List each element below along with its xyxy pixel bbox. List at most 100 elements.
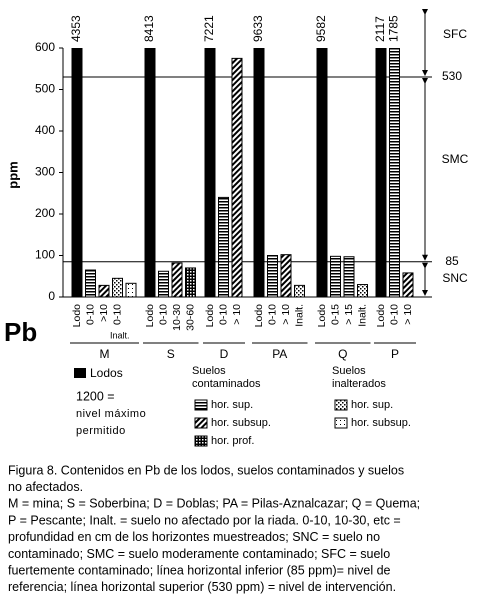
value-label: 8413 (142, 15, 156, 42)
annotation: Inalt. (110, 330, 130, 340)
legend-swatch (194, 417, 208, 429)
x-tick-label: > 10 (280, 304, 292, 325)
value-label: 4353 (69, 15, 83, 42)
legend-text: permitido (76, 425, 126, 437)
bar (204, 48, 216, 298)
bar (343, 256, 355, 298)
bar (231, 57, 243, 298)
value-label: 9633 (251, 15, 265, 42)
bar (316, 48, 328, 298)
caption-line: referencia; línea horizontal superior (5… (8, 580, 396, 594)
zone-label: SFC (443, 27, 467, 41)
x-tick-label: Lodo (144, 304, 156, 328)
caption-line: Figura 8. Contenidos en Pb de los lodos,… (8, 463, 404, 477)
x-tick-label: 0-10 (217, 304, 229, 325)
group-label: M (100, 347, 110, 361)
value-label: 7221 (202, 15, 216, 42)
value-label: 2117 (373, 16, 387, 42)
legend-swatch (334, 399, 348, 411)
legend-label: hor. subsup. (211, 417, 271, 429)
x-tick-label: Lodo (253, 304, 265, 328)
y-tick-label: 0 (48, 289, 55, 303)
bar (185, 267, 196, 298)
bar (280, 254, 292, 298)
x-tick-label: Lodo (204, 304, 216, 328)
caption-line: fuertemente contaminado; línea horizonta… (8, 563, 391, 577)
bar (112, 277, 123, 298)
element-label: Pb (4, 317, 37, 347)
x-tick-label: 0-10 (84, 304, 96, 325)
reference-label: 85 (445, 254, 459, 268)
legend-title: Suelos (332, 365, 366, 377)
legend-title: inalterados (332, 378, 386, 390)
group-label: S (167, 347, 175, 361)
x-tick-label: 0-10 (266, 304, 278, 325)
y-axis-label: ppm (5, 161, 20, 188)
x-tick-label: 0-10 (111, 304, 123, 325)
bar (98, 284, 110, 298)
x-tick-label: 0-10 (157, 304, 169, 325)
x-tick-label: Lodo (316, 304, 328, 328)
caption-line: P = Pescante; Inalt. = suelo no afectado… (8, 513, 401, 527)
caption-line: contaminado; SMC = suelo moderamente con… (8, 547, 390, 561)
legend-swatch (334, 417, 348, 429)
x-tick-label: Lodo (71, 304, 83, 328)
x-tick-label: 10-30 (171, 304, 183, 331)
legend-label: hor. subsup. (351, 417, 411, 429)
x-tick-label: > 15 (343, 304, 355, 325)
bar (294, 284, 305, 298)
y-tick-label: 200 (35, 206, 55, 220)
plot: 0 100 200 300 400 500 600 530 85 SFC SMC SNC 4353 Lod… (35, 9, 469, 361)
caption-line: no afectados. (8, 480, 83, 494)
group-label: PA (272, 347, 287, 361)
y-tick-label: 400 (35, 123, 55, 137)
legend-swatch (74, 368, 86, 378)
bar (389, 48, 400, 298)
bar (253, 48, 265, 298)
value-label: 1785 (387, 15, 401, 42)
x-tick-label: 0-10 (388, 304, 400, 325)
group-label: P (391, 347, 399, 361)
legend-title: contaminados (192, 378, 261, 390)
legend-label: hor. sup. (211, 399, 253, 411)
bar (218, 196, 229, 298)
bar (144, 48, 156, 298)
legend-label: Lodos (90, 366, 123, 380)
x-tick-label: 0-15 (329, 304, 341, 325)
reference-label: 530 (442, 69, 462, 83)
bar (330, 255, 341, 298)
y-tick-label: 100 (35, 248, 55, 262)
legend-label: hor. sup. (351, 399, 393, 411)
caption: Figura 8. Contenidos en Pb de los lodos,… (8, 463, 420, 594)
y-tick-label: 500 (35, 82, 55, 96)
bar (125, 282, 137, 298)
legend-swatch (194, 435, 208, 447)
y-tick-label: 300 (35, 165, 55, 179)
caption-line: profundidad en cm de los horizontes mues… (8, 530, 380, 544)
legend-swatch (194, 399, 208, 411)
bars (71, 48, 414, 298)
caption-line: M = mina; S = Soberbina; D = Doblas; PA … (8, 497, 420, 511)
bar (375, 48, 387, 298)
x-tick-label: Inalt. (293, 304, 305, 327)
bar (71, 48, 83, 298)
zone-label: SNC (442, 271, 468, 285)
x-tick-label: Inalt. (356, 304, 368, 327)
x-tick-label: Lodo (375, 304, 387, 328)
bar (85, 269, 96, 298)
legend-text: 1200 = (76, 389, 115, 403)
zone-label: SMC (442, 152, 469, 166)
x-tick-label: 30-60 (184, 304, 196, 331)
bar (402, 272, 414, 298)
bar (171, 262, 183, 298)
legend-text: nivel máximo (76, 408, 146, 420)
legend-title: Suelos (192, 365, 226, 377)
x-tick-label: > 10 (402, 304, 414, 325)
y-tick-label: 600 (35, 40, 55, 54)
legend-label: hor. prof. (211, 435, 254, 447)
bar (357, 284, 368, 298)
bar (158, 270, 169, 298)
